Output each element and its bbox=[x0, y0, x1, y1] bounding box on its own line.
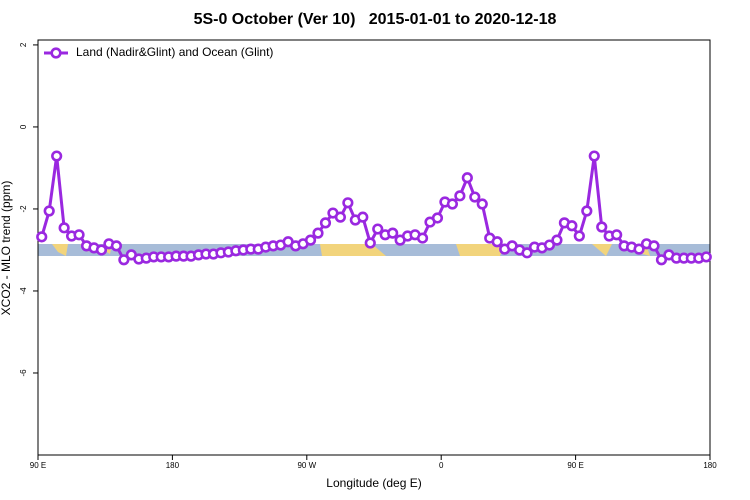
data-point bbox=[342, 197, 354, 209]
data-point bbox=[43, 205, 55, 217]
data-point bbox=[364, 237, 376, 249]
data-point bbox=[51, 150, 63, 162]
plot-frame bbox=[37, 39, 711, 456]
data-point bbox=[633, 243, 645, 255]
y-tick-label: -2 bbox=[19, 205, 28, 213]
data-point bbox=[334, 211, 347, 223]
data-point bbox=[566, 220, 578, 232]
legend-marker bbox=[50, 47, 62, 59]
data-point bbox=[611, 229, 623, 241]
x-tick-label: 90 E bbox=[30, 461, 46, 470]
x-tick-label: 90 E bbox=[567, 461, 583, 470]
data-point bbox=[469, 191, 481, 203]
data-point bbox=[110, 240, 122, 252]
data-point bbox=[416, 232, 429, 244]
data-point bbox=[648, 240, 660, 252]
data-point bbox=[588, 150, 600, 162]
data-point bbox=[118, 254, 130, 266]
data-point bbox=[543, 239, 556, 251]
data-point bbox=[446, 198, 459, 210]
data-point bbox=[304, 234, 317, 246]
y-tick-label: -6 bbox=[19, 369, 28, 377]
x-tick-label: 0 bbox=[439, 461, 444, 470]
data-point bbox=[357, 211, 369, 223]
data-point bbox=[58, 222, 70, 234]
data-point bbox=[319, 217, 332, 229]
data-point bbox=[655, 254, 668, 266]
chart-title: 5S-0 October (Ver 10) 2015-01-01 to 2020… bbox=[194, 11, 557, 28]
data-point bbox=[95, 244, 108, 256]
data-point bbox=[573, 230, 585, 242]
data-point bbox=[491, 236, 503, 248]
data-point bbox=[596, 221, 608, 233]
x-tick-label: 90 W bbox=[297, 461, 316, 470]
data-point bbox=[476, 198, 488, 210]
legend-label: Land (Nadir&Glint) and Ocean (Glint) bbox=[76, 45, 273, 59]
data-point bbox=[387, 227, 399, 239]
y-tick-label: 0 bbox=[19, 124, 28, 129]
data-point bbox=[36, 231, 48, 243]
y-tick-label: -4 bbox=[19, 287, 28, 295]
data-point bbox=[551, 234, 563, 246]
x-tick-label: 180 bbox=[703, 461, 717, 470]
data-point bbox=[454, 190, 466, 202]
data-point bbox=[521, 247, 533, 259]
x-tick-label: 180 bbox=[166, 461, 180, 470]
data-point bbox=[700, 251, 712, 263]
data-point bbox=[431, 212, 444, 224]
data-point bbox=[73, 229, 85, 241]
y-tick-label: 2 bbox=[19, 42, 28, 47]
x-axis-label: Longitude (deg E) bbox=[326, 476, 421, 490]
data-point bbox=[312, 227, 324, 239]
y-axis-label: XCO2 - MLO trend (ppm) bbox=[0, 181, 13, 316]
data-point bbox=[461, 172, 473, 184]
data-point bbox=[372, 223, 384, 235]
data-point bbox=[581, 205, 593, 217]
